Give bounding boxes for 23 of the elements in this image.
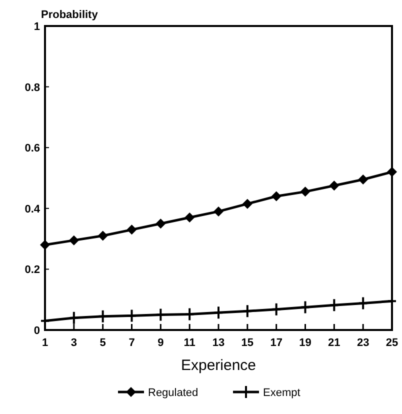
y-tick-label: 0.4 [24,203,41,216]
y-tick-label: 1 [34,21,40,33]
legend-label: Regulated [148,387,198,399]
y-axis-title: Probability [41,9,99,21]
x-tick-label: 3 [70,337,77,349]
x-tick-label: 17 [270,337,282,349]
x-tick-label: 21 [328,337,340,349]
x-tick-label: 25 [386,337,398,349]
x-axis-title: Experience [180,357,256,374]
y-tick-label: 0.8 [24,82,40,94]
x-tick-label: 9 [158,337,164,349]
x-tick-label: 7 [128,337,135,349]
x-tick-label: 13 [212,337,225,349]
x-tick-label: 23 [356,337,370,349]
y-tick-label: 0.6 [24,142,40,155]
x-tick-label: 19 [299,337,312,349]
legend-label: Exempt [263,387,300,399]
x-tick-label: 5 [100,337,106,349]
y-tick-label: 0 [34,325,40,337]
y-tick-label: 0.2 [24,264,40,276]
x-tick-label: 11 [184,337,196,349]
x-tick-label: 15 [241,337,254,349]
x-tick-label: 1 [42,337,48,349]
